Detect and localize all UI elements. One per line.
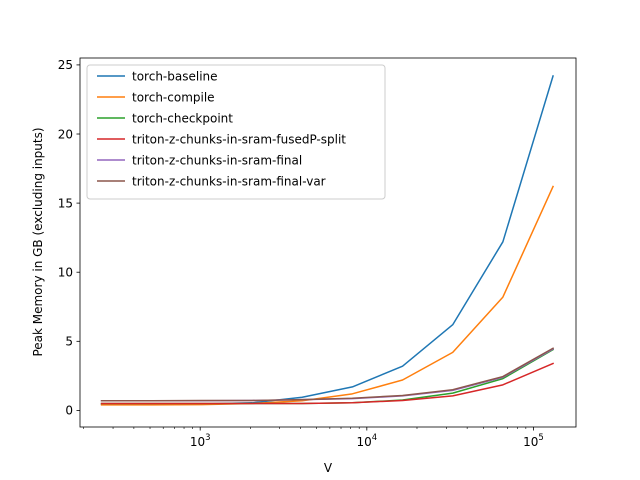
x-axis-label: V xyxy=(324,461,333,475)
legend-label-3: triton-z-chunks-in-sram-fusedP-split xyxy=(132,132,346,146)
axes-frame xyxy=(79,57,577,428)
y-tick-label-3: 15 xyxy=(58,196,73,210)
plot-area xyxy=(100,75,555,406)
legend-label-1: torch-compile xyxy=(132,90,215,104)
series-line-5 xyxy=(100,347,555,402)
legend: torch-baseline torch-compile torch-checkpo… xyxy=(86,64,386,200)
y-tick-label-0: 0 xyxy=(65,404,73,418)
y-tick-label-1: 5 xyxy=(65,335,73,349)
axes: 103 104 105 0 5 10 15 20 25 xyxy=(58,57,577,449)
x-tick-label-1: 104 xyxy=(356,433,377,449)
y-tick-label-4: 20 xyxy=(58,127,73,141)
series-line-1 xyxy=(100,185,555,406)
legend-box xyxy=(86,64,386,200)
legend-label-2: torch-checkpoint xyxy=(132,111,233,125)
legend-label-5: triton-z-chunks-in-sram-final-var xyxy=(132,174,326,188)
legend-label-0: torch-baseline xyxy=(132,69,218,83)
y-tick-label-2: 10 xyxy=(58,266,73,280)
series-line-3 xyxy=(100,362,555,405)
y-tick-label-5: 25 xyxy=(58,58,73,72)
x-tick-label-0: 103 xyxy=(190,433,211,449)
legend-label-4: triton-z-chunks-in-sram-final xyxy=(132,153,302,167)
x-tick-label-2: 105 xyxy=(523,433,544,449)
y-axis-label: Peak Memory in GB (excluding inputs) xyxy=(31,127,45,356)
